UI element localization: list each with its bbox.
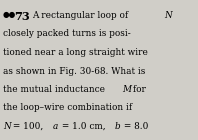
Text: closely packed turns is posi-: closely packed turns is posi- xyxy=(3,30,131,38)
Text: the mutual inductance: the mutual inductance xyxy=(3,85,108,94)
Text: for: for xyxy=(130,85,146,94)
Text: b: b xyxy=(115,122,121,131)
Text: as shown in Fig. 30-68. What is: as shown in Fig. 30-68. What is xyxy=(3,66,145,75)
Text: N: N xyxy=(3,122,11,131)
Text: M: M xyxy=(122,85,131,94)
Text: = 1.0 cm,: = 1.0 cm, xyxy=(59,122,109,131)
Text: tioned near a long straight wire: tioned near a long straight wire xyxy=(3,48,148,57)
Text: = 8.0: = 8.0 xyxy=(121,122,148,131)
Text: a: a xyxy=(53,122,58,131)
Text: ●●: ●● xyxy=(3,11,16,19)
Text: 73: 73 xyxy=(14,11,30,22)
Text: = 100,: = 100, xyxy=(10,122,46,131)
Text: the loop–wire combination if: the loop–wire combination if xyxy=(3,103,132,113)
Text: A rectangular loop of: A rectangular loop of xyxy=(32,11,131,20)
Text: N: N xyxy=(164,11,172,20)
